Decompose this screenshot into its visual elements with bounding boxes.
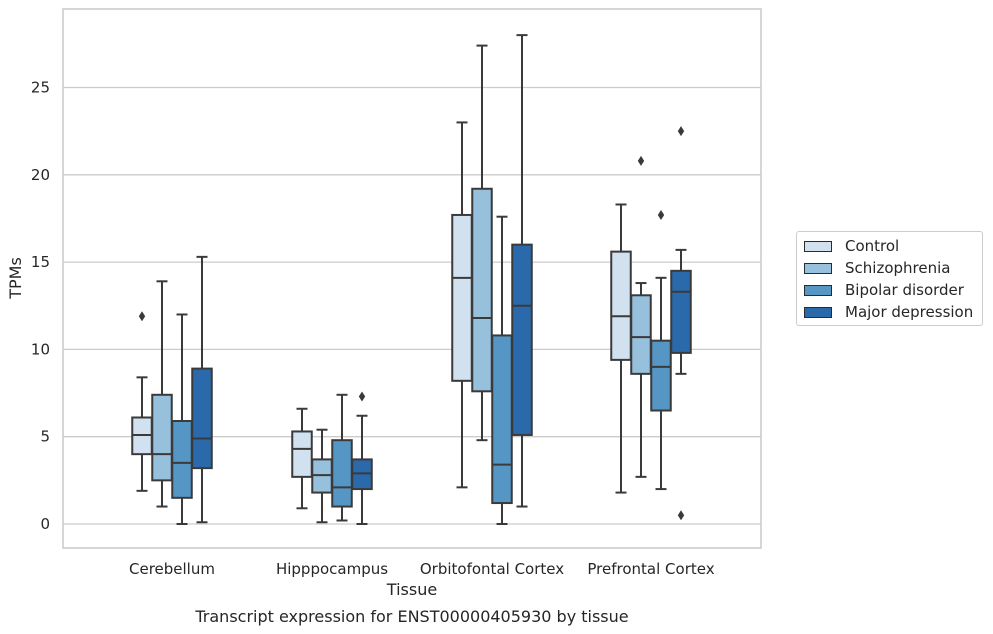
- x-tick-labels: Cerebellum Hipppocampus Orbitofontal Corte…: [129, 560, 715, 578]
- box-body: [291, 430, 313, 478]
- x-tick-label: Prefrontal Cortex: [587, 560, 714, 578]
- x-tick-label: Hipppocampus: [276, 560, 388, 578]
- y-axis-label: TPMs: [6, 257, 25, 300]
- y-tick-label: 20: [31, 166, 50, 184]
- box: [610, 203, 632, 494]
- box-body: [331, 439, 353, 508]
- outlier-point: [637, 155, 645, 166]
- plot-frame: [62, 8, 762, 549]
- box: [351, 391, 373, 525]
- legend-swatch: [804, 284, 832, 296]
- category-group: [291, 391, 373, 525]
- y-tick-label: 15: [31, 253, 50, 271]
- box: [131, 311, 153, 492]
- outlier-point: [657, 209, 665, 220]
- box-body: [650, 339, 672, 412]
- legend-item-major-depression: Major depression: [804, 303, 973, 321]
- box: [311, 428, 333, 524]
- box: [471, 44, 493, 442]
- box: [670, 126, 692, 521]
- legend-label: Control: [845, 237, 900, 255]
- y-tick-labels: 0 5 10 15 20 25: [31, 79, 50, 534]
- legend-item-control: Control: [804, 237, 899, 255]
- y-tick-label: 0: [40, 515, 50, 533]
- legend-item-schizophrenia: Schizophrenia: [804, 259, 950, 277]
- box: [451, 121, 473, 489]
- category-group: [131, 255, 213, 525]
- outlier-point: [677, 126, 685, 137]
- box: [630, 155, 652, 478]
- box: [191, 255, 213, 524]
- box-body: [471, 187, 493, 393]
- box-body: [670, 269, 692, 354]
- legend-swatch: [804, 240, 832, 252]
- legend: Control Schizophrenia Bipolar disorder M…: [796, 231, 983, 326]
- box-body: [191, 367, 213, 470]
- x-axis-label: Tissue: [386, 580, 437, 599]
- y-tick-label: 5: [40, 428, 50, 446]
- box: [491, 215, 513, 525]
- legend-item-bipolar-disorder: Bipolar disorder: [804, 281, 964, 299]
- box-body: [610, 250, 632, 361]
- box: [650, 209, 672, 491]
- legend-swatch: [804, 262, 832, 274]
- y-tick-label: 10: [31, 340, 50, 358]
- box-body: [511, 243, 533, 436]
- x-tick-label: Orbitofontal Cortex: [420, 560, 564, 578]
- box: [291, 407, 313, 510]
- outlier-point: [138, 311, 146, 322]
- legend-label: Bipolar disorder: [845, 281, 964, 299]
- box-body: [491, 334, 513, 505]
- legend-label: Schizophrenia: [845, 259, 951, 277]
- box-body: [630, 294, 652, 375]
- box: [151, 280, 173, 508]
- y-tick-label: 25: [31, 79, 50, 97]
- box-body: [451, 213, 473, 382]
- legend-swatch: [804, 306, 832, 318]
- category-group: [610, 126, 692, 521]
- box: [331, 393, 353, 522]
- legend-label: Major depression: [845, 303, 974, 321]
- box: [171, 313, 193, 525]
- box: [511, 34, 533, 508]
- category-group: [451, 34, 533, 525]
- box-body: [151, 393, 173, 482]
- box-body: [171, 419, 193, 499]
- outlier-point: [677, 510, 685, 521]
- outlier-point: [358, 391, 366, 402]
- x-tick-label: Cerebellum: [129, 560, 215, 578]
- chart-title: Transcript expression for ENST0000040593…: [194, 607, 628, 626]
- box-groups: [131, 34, 692, 525]
